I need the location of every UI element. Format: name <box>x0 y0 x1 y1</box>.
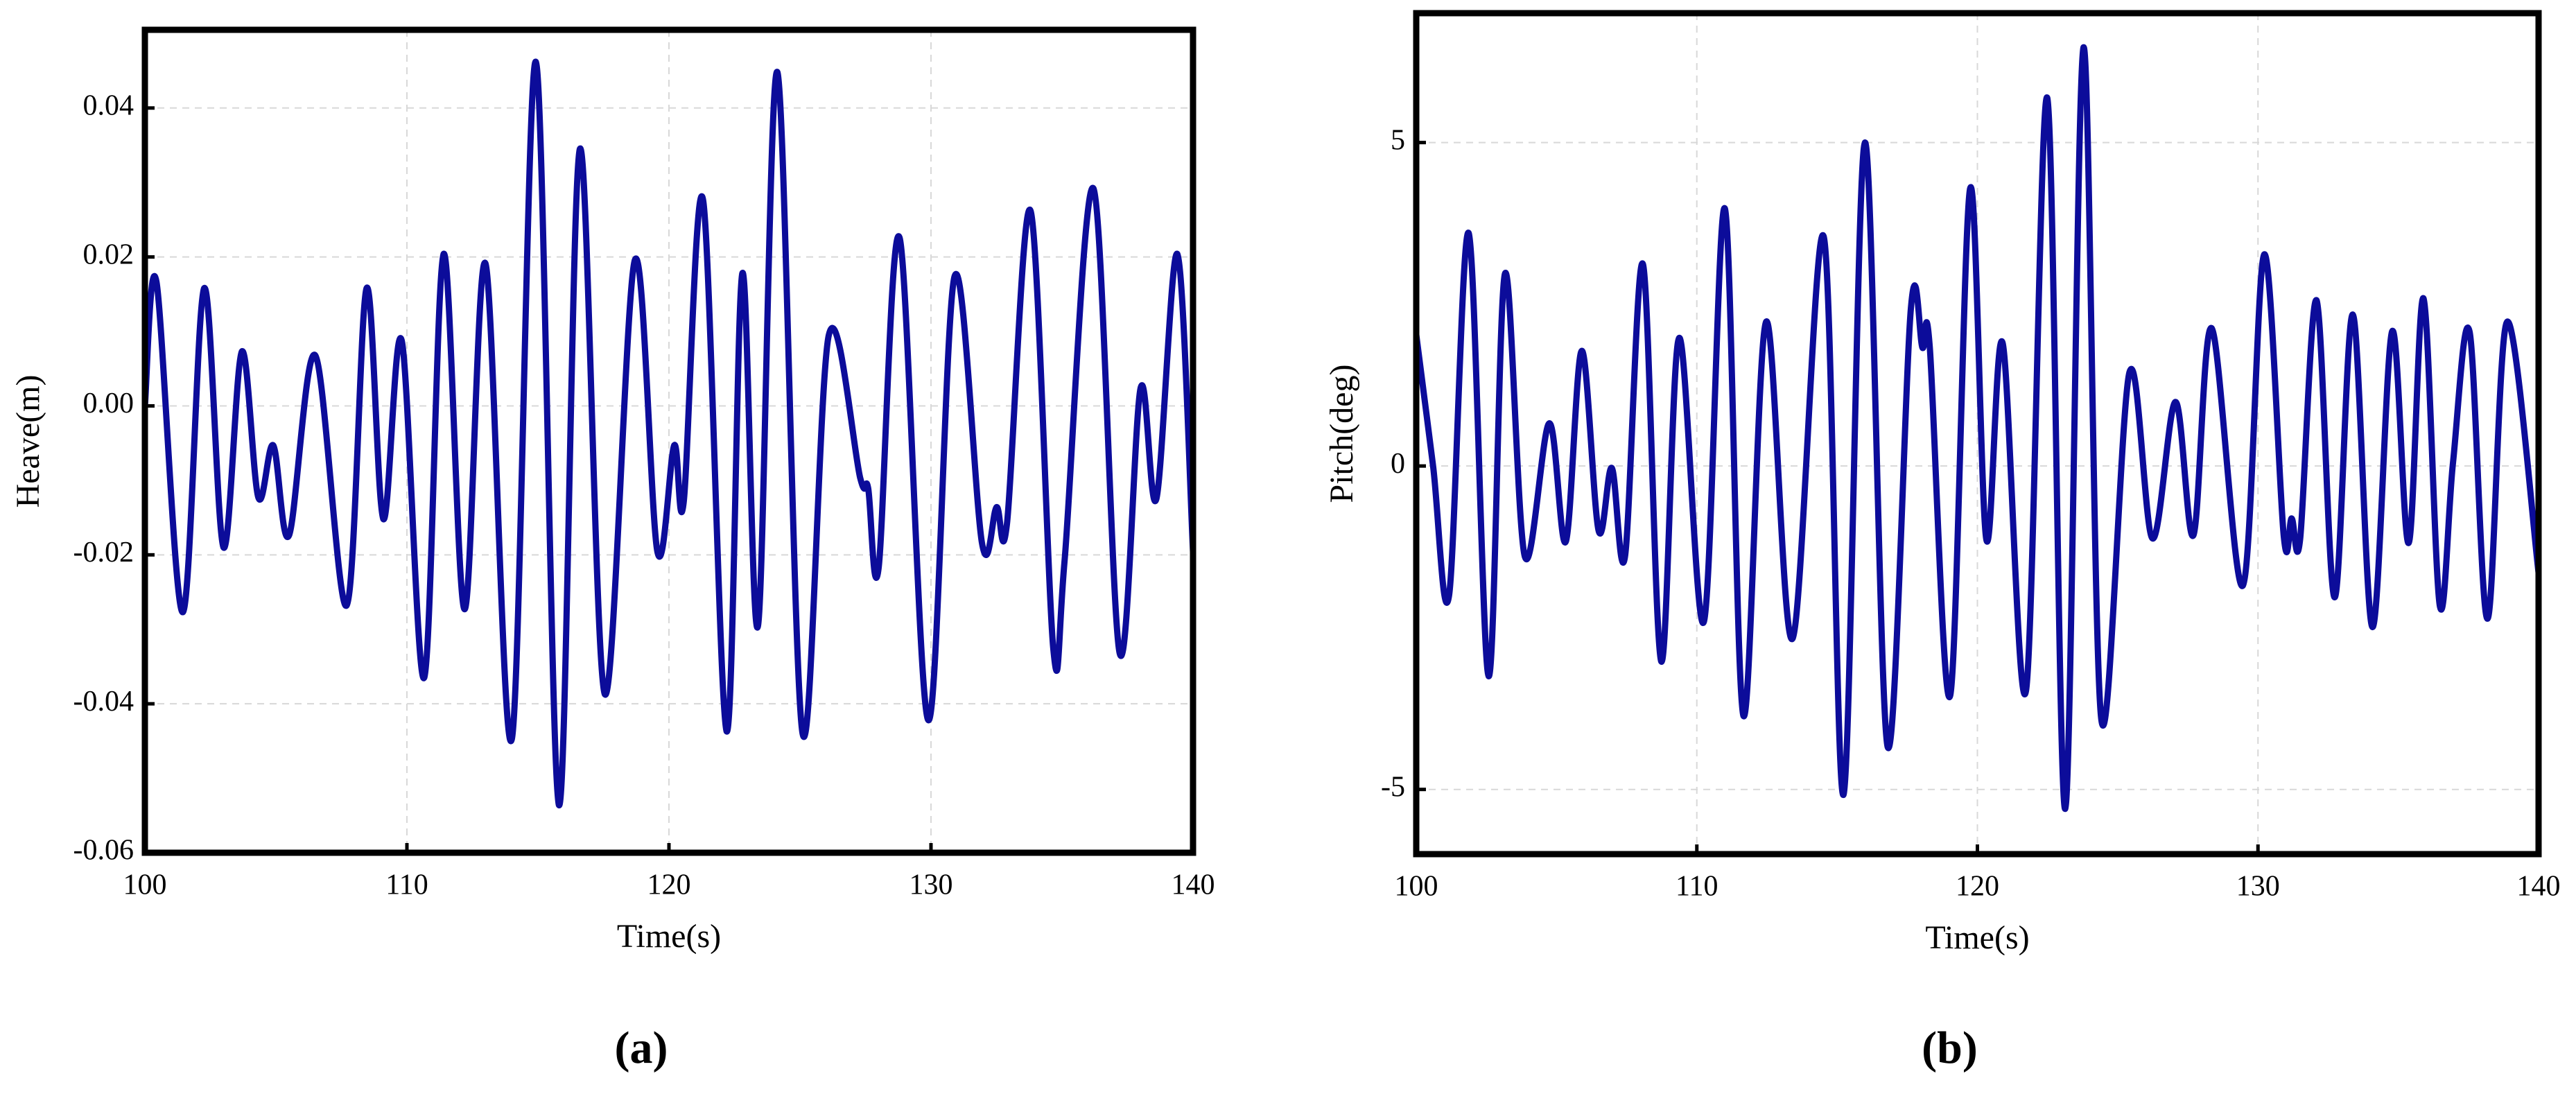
y-tick-label: 0 <box>1391 448 1405 480</box>
y-tick-label: -0.04 <box>73 686 134 718</box>
plot-area <box>1416 44 2539 813</box>
panel-caption: (a) <box>615 1023 668 1073</box>
x-tick-label: 130 <box>910 869 953 901</box>
data-line <box>1416 44 2539 813</box>
y-tick-label: -5 <box>1381 771 1405 803</box>
y-tick-label: 0.00 <box>83 388 134 419</box>
plot-frame <box>1413 10 2542 858</box>
plot-area <box>145 58 1193 808</box>
x-tick-label: 100 <box>123 869 167 901</box>
x-tick-label: 140 <box>1172 869 1215 901</box>
x-tick-label: 140 <box>2517 871 2561 903</box>
x-tick-label: 120 <box>1956 871 1999 903</box>
y-tick-label: 0.02 <box>83 238 134 270</box>
chart-panel: 100 110 120 130 140 -0.06 -0.04 -0.02 0.00 0.02 0.… <box>10 26 1215 1073</box>
panel-caption: (b) <box>1922 1023 1978 1073</box>
data-line <box>145 58 1193 808</box>
y-axis-label: Heave(m) <box>10 375 46 508</box>
x-tick-label: 120 <box>647 869 691 901</box>
x-tick-label: 100 <box>1395 871 1438 903</box>
y-tick-label: 0.04 <box>83 89 134 121</box>
y-tick-label: 5 <box>1391 124 1405 156</box>
x-axis-label: Time(s) <box>1925 919 2029 956</box>
y-tick-label: -0.02 <box>73 537 134 568</box>
y-tick-label: -0.06 <box>73 835 134 867</box>
x-tick-label: 130 <box>2236 871 2280 903</box>
y-axis-label: Pitch(deg) <box>1323 365 1360 503</box>
chart-panel: 100 110 120 130 140 -5 0 5 Time(s) Pitch(deg) (b) <box>1323 10 2561 1073</box>
x-axis-label: Time(s) <box>617 918 721 955</box>
x-tick-label: 110 <box>1676 871 1718 903</box>
x-tick-label: 110 <box>385 869 428 901</box>
plot-frame <box>141 26 1196 856</box>
